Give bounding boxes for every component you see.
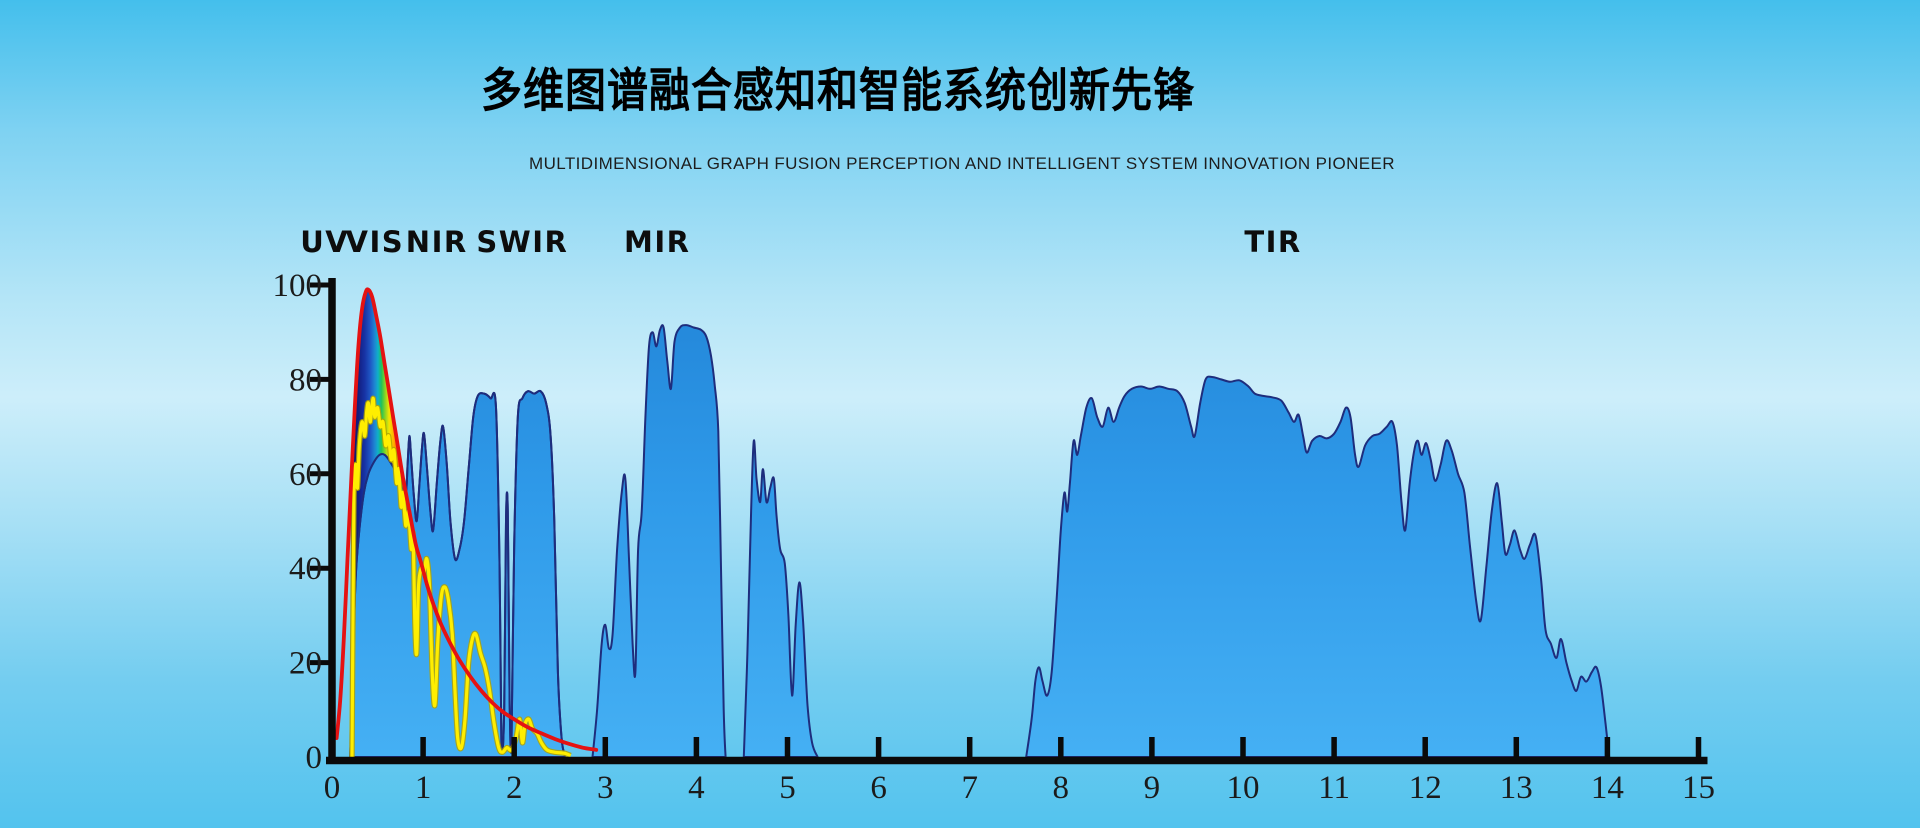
page-subtitle: MULTIDIMENSIONAL GRAPH FUSION PERCEPTION…	[529, 154, 1395, 173]
visible-spectrum-rainbow-region	[350, 289, 406, 757]
band-label-TIR: TIR	[1244, 225, 1301, 259]
y-tick-label-0: 0	[306, 740, 323, 776]
x-tick-label-7: 7	[961, 770, 978, 806]
y-tick-label-20: 20	[289, 646, 322, 682]
band-label-VIS: VIS	[346, 225, 405, 259]
x-tick-label-15: 15	[1682, 770, 1715, 806]
page-title: 多维图谱融合感知和智能系统创新先锋	[481, 63, 1195, 119]
x-tick-label-3: 3	[597, 770, 614, 806]
x-tick-label-13: 13	[1500, 770, 1533, 806]
x-tick-label-4: 4	[688, 770, 705, 806]
transmission-window-area-2	[742, 439, 820, 758]
transmission-window-area-1	[591, 324, 727, 758]
x-tick-label-0: 0	[324, 770, 341, 806]
y-tick-label-40: 40	[289, 551, 322, 587]
x-tick-label-5: 5	[779, 770, 796, 806]
x-tick-label-12: 12	[1409, 770, 1442, 806]
axes	[310, 278, 1708, 765]
band-label-MIR: MIR	[624, 225, 690, 259]
transmission-window-area-3	[1025, 375, 1611, 758]
x-tick-label-9: 9	[1144, 770, 1161, 806]
y-tick-label-60: 60	[289, 457, 322, 493]
x-tick-label-6: 6	[870, 770, 887, 806]
y-tick-label-100: 100	[273, 268, 323, 304]
blackbody-radiation-curve	[334, 287, 599, 752]
plot-area	[349, 289, 1611, 758]
x-tick-label-2: 2	[506, 770, 523, 806]
x-tick-label-1: 1	[415, 770, 432, 806]
band-label-SWIR: SWIR	[476, 225, 568, 259]
x-tick-label-8: 8	[1053, 770, 1070, 806]
x-tick-label-11: 11	[1318, 770, 1350, 806]
x-tick-label-14: 14	[1591, 770, 1624, 806]
band-label-NIR: NIR	[406, 225, 468, 259]
band-label-UV: UV	[300, 225, 349, 259]
x-tick-label-10: 10	[1227, 770, 1260, 806]
y-tick-label-80: 80	[289, 362, 322, 398]
